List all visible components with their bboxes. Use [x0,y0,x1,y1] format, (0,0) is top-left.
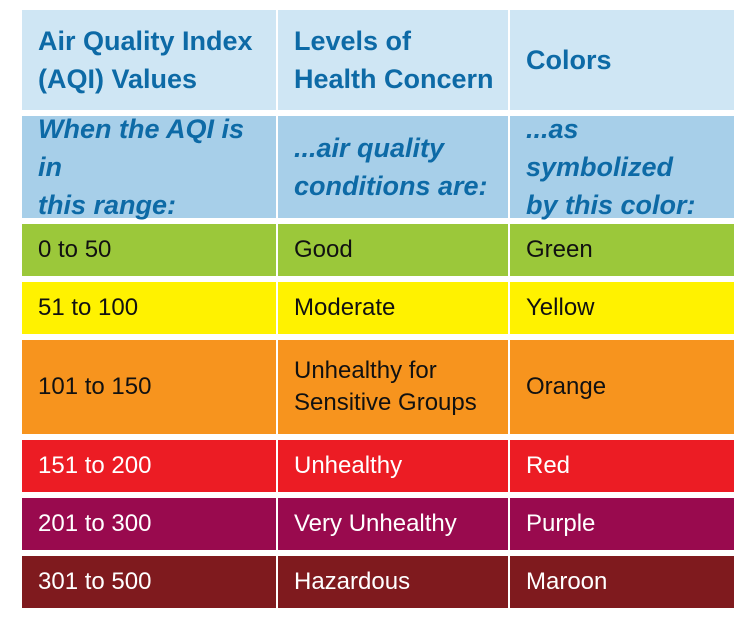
color-name: Purple [526,510,596,537]
aqi-range: 0 to 50 [38,236,112,263]
color-name-cell: Yellow [508,282,734,334]
header-health-concern-text: Levels of Health Concern [294,26,494,94]
aqi-table: Air Quality Index (AQI) Values Levels of… [22,10,734,608]
color-name: Maroon [526,568,608,595]
health-level: Good [294,236,353,263]
health-level-cell: Moderate [276,282,508,334]
aqi-range: 301 to 500 [38,568,152,595]
health-level: Unhealthy for Sensitive Groups [294,357,477,416]
subheader-color-text: ...as symbolized by this color: [526,114,696,220]
header-aqi-values-text: Air Quality Index (AQI) Values [38,26,253,94]
subheader-color: ...as symbolized by this color: [508,114,734,220]
aqi-range-cell: 51 to 100 [22,282,276,334]
health-level: Unhealthy [294,452,403,479]
aqi-range: 101 to 150 [38,373,152,400]
header-health-concern: Levels of Health Concern [276,10,508,110]
color-name: Green [526,236,593,263]
subheader-conditions-text: ...air quality conditions are: [294,133,488,201]
aqi-range-cell: 151 to 200 [22,440,276,492]
aqi-range-cell: 101 to 150 [22,340,276,434]
color-name-cell: Purple [508,498,734,550]
aqi-range: 51 to 100 [38,294,139,321]
aqi-range: 201 to 300 [38,510,152,537]
health-level-cell: Very Unhealthy [276,498,508,550]
aqi-range: 151 to 200 [38,452,152,479]
health-level: Moderate [294,294,396,321]
health-level: Hazardous [294,568,411,595]
color-name-cell: Red [508,440,734,492]
health-level-cell: Unhealthy for Sensitive Groups [276,340,508,434]
color-name-cell: Orange [508,340,734,434]
health-level-cell: Hazardous [276,556,508,608]
header-aqi-values: Air Quality Index (AQI) Values [22,10,276,110]
health-level-cell: Unhealthy [276,440,508,492]
color-name-cell: Maroon [508,556,734,608]
aqi-range-cell: 0 to 50 [22,224,276,276]
aqi-range-cell: 201 to 300 [22,498,276,550]
health-level: Very Unhealthy [294,510,457,537]
color-name-cell: Green [508,224,734,276]
health-level-cell: Good [276,224,508,276]
subheader-conditions: ...air quality conditions are: [276,116,508,218]
header-colors-text: Colors [526,45,612,75]
color-name: Orange [526,373,607,400]
subheader-range-text: When the AQI is in this range: [38,114,245,220]
subheader-range: When the AQI is in this range: [22,114,276,220]
color-name: Red [526,452,571,479]
color-name: Yellow [526,294,595,321]
aqi-range-cell: 301 to 500 [22,556,276,608]
header-colors: Colors [508,10,734,110]
